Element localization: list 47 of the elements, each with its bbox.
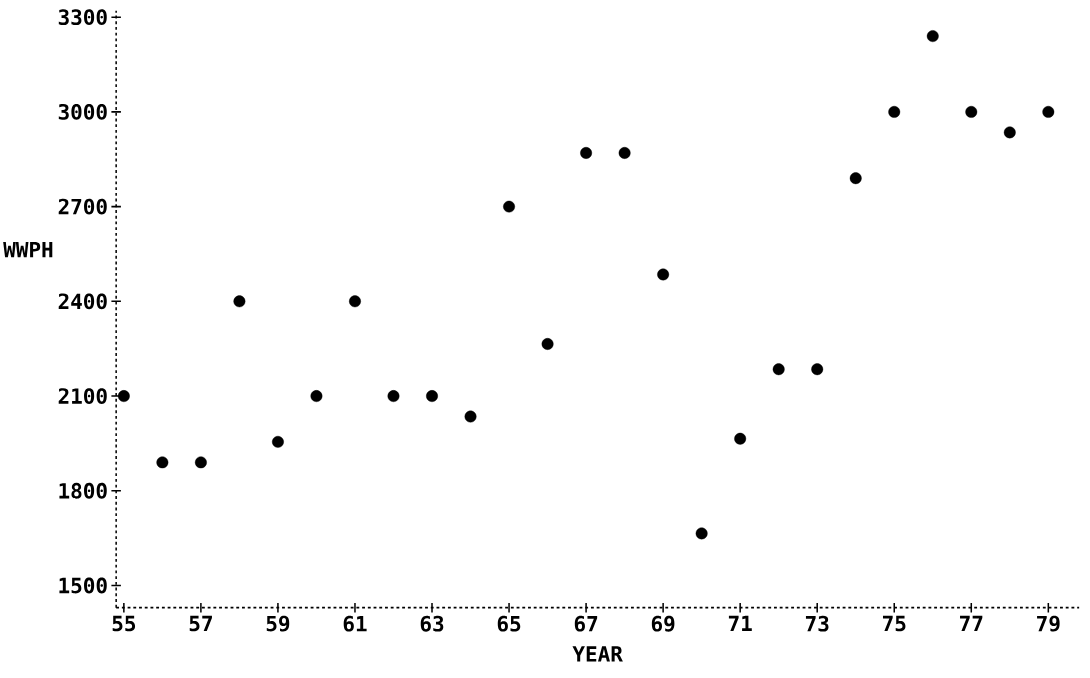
x-tick-label: 63 (420, 615, 444, 632)
x-tick-label: 59 (266, 615, 290, 632)
x-tick-label: 75 (882, 615, 906, 632)
point (695, 527, 708, 540)
x-tick-label: 71 (728, 615, 752, 631)
y-tick-label: 1800 (59, 482, 107, 499)
point (194, 456, 207, 469)
point (618, 146, 631, 159)
x-tick-label: 67 (574, 615, 598, 632)
y-tick-label: 1500 (59, 577, 107, 594)
point (1042, 105, 1055, 118)
point (426, 390, 438, 402)
point (657, 268, 670, 281)
point (156, 456, 169, 469)
point (1003, 126, 1016, 139)
x-tick-label: 65 (497, 615, 521, 632)
y-tick-label: 2400 (58, 293, 107, 310)
x-tick-label: 69 (651, 615, 675, 632)
point (464, 410, 477, 423)
x-tick-label: 77 (960, 615, 983, 631)
point (272, 435, 284, 448)
point (117, 390, 130, 402)
point (310, 390, 323, 402)
point (580, 146, 592, 159)
point (849, 172, 862, 185)
point (926, 30, 939, 42)
point (387, 390, 400, 402)
y-tick-label: 2700 (58, 198, 107, 215)
point (541, 337, 554, 350)
x-tick-label: 55 (112, 615, 136, 632)
y-tick-label: 3300 (58, 9, 107, 26)
point (888, 105, 901, 118)
x-axis-title: YEAR (572, 646, 623, 662)
x-tick-label: 79 (1037, 615, 1060, 632)
point (503, 200, 515, 213)
point (349, 295, 361, 308)
x-tick-label: 73 (805, 615, 829, 632)
x-tick-label: 61 (343, 615, 367, 632)
y-axis-title: WWPH (3, 241, 53, 258)
point (734, 432, 747, 445)
point (811, 363, 824, 376)
y-tick-label: 3000 (58, 103, 107, 120)
point (965, 105, 978, 118)
x-tick-label: 57 (189, 615, 212, 632)
point (233, 295, 246, 308)
y-tick-label: 2100 (58, 388, 107, 404)
point (772, 363, 785, 376)
